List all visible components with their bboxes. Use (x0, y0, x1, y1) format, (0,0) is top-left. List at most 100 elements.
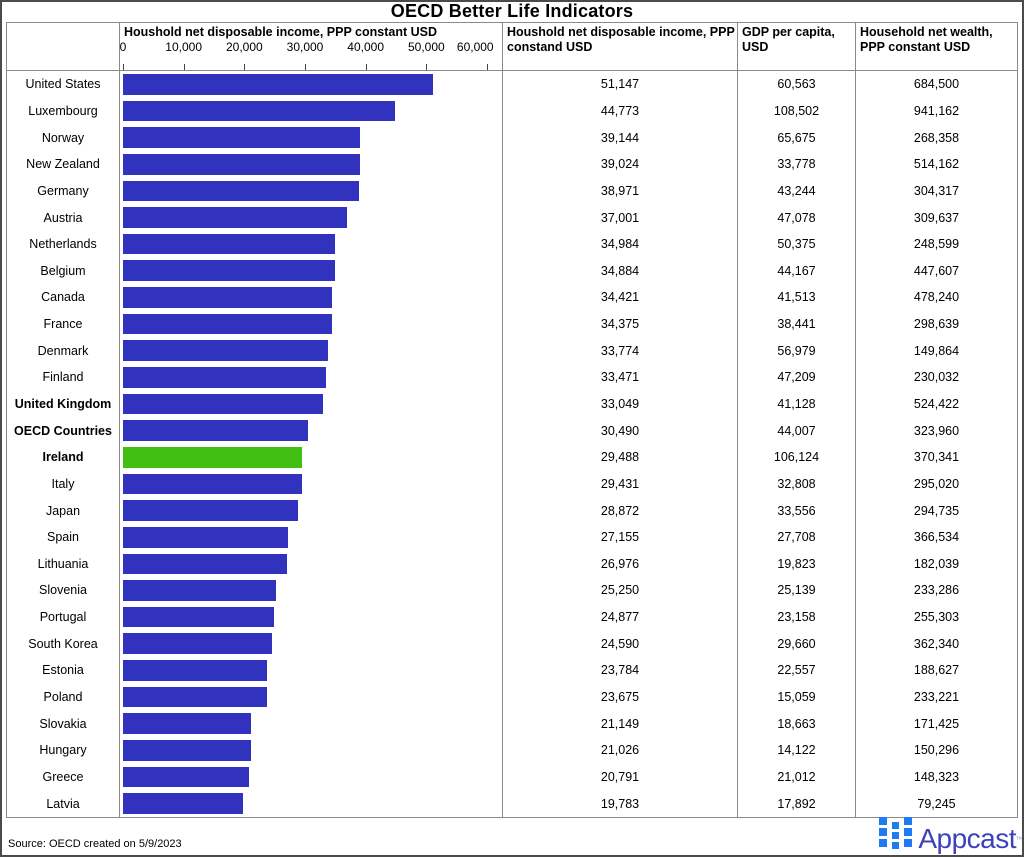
gdp-value: 60,563 (738, 71, 856, 98)
gdp-value: 106,124 (738, 443, 856, 471)
income-bar[interactable] (123, 74, 433, 95)
table-row: New Zealand 39,024 33,778 514,162 (7, 150, 1017, 178)
income-value: 51,147 (503, 71, 738, 98)
wealth-value: 268,358 (913, 130, 960, 145)
income-bar[interactable] (123, 340, 328, 362)
gdp-value: 56,979 (738, 337, 856, 365)
col-header-country (7, 23, 120, 70)
gdp-value: 23,158 (738, 603, 856, 631)
income-bar[interactable] (123, 660, 267, 681)
col-header-chart: Houshold net disposable income, PPP cons… (120, 23, 503, 70)
country-label: Canada (41, 290, 85, 305)
wealth-value: 309,637 (913, 210, 960, 225)
income-bar[interactable] (123, 393, 323, 415)
income-bar[interactable] (123, 686, 267, 708)
income-bar[interactable] (123, 500, 298, 521)
axis-tick-mark (244, 64, 246, 70)
table-body: United States 51,147 60,563 684,500 Luxe… (7, 71, 1017, 817)
indicators-table: Houshold net disposable income, PPP cons… (6, 22, 1018, 818)
income-value: 26,976 (503, 550, 738, 578)
income-value: 21,149 (503, 710, 738, 738)
wealth-value: 188,627 (913, 663, 960, 678)
table-row: Denmark 33,774 56,979 149,864 (7, 337, 1017, 365)
income-bar[interactable] (123, 740, 251, 761)
income-value: 29,488 (503, 443, 738, 471)
income-bar[interactable] (123, 446, 302, 468)
income-value: 29,431 (503, 470, 738, 498)
wealth-value: 362,340 (913, 636, 960, 651)
table-row: United Kingdom 33,049 41,128 524,422 (7, 390, 1017, 418)
country-label: United States (25, 77, 101, 92)
axis-tick-mark (365, 64, 367, 70)
income-bar[interactable] (123, 260, 335, 282)
country-label: Latvia (46, 796, 80, 811)
income-value: 19,783 (503, 790, 738, 817)
country-label: United Kingdom (14, 397, 112, 411)
table-row: Ireland 29,488 106,124 370,341 (7, 443, 1017, 471)
table-row: Luxembourg 44,773 108,502 941,162 (7, 97, 1017, 125)
income-bar[interactable] (123, 553, 287, 575)
chart-title: Houshold net disposable income, PPP cons… (124, 25, 438, 39)
income-bar[interactable] (123, 420, 308, 441)
col-header-gdp: GDP per capita, USD (738, 23, 856, 70)
gdp-value: 108,502 (738, 97, 856, 125)
income-bar[interactable] (123, 180, 359, 202)
country-label: Italy (51, 476, 75, 491)
income-value: 24,877 (503, 603, 738, 631)
income-bar[interactable] (123, 100, 395, 122)
wealth-value: 941,162 (913, 103, 960, 118)
country-label: Belgium (40, 263, 86, 278)
income-bar[interactable] (123, 233, 335, 255)
income-bar[interactable] (123, 713, 251, 735)
gdp-value: 38,441 (738, 310, 856, 338)
income-bar[interactable] (123, 367, 326, 388)
table-row: Slovakia 21,149 18,663 171,425 (7, 710, 1017, 738)
income-bar[interactable] (123, 207, 347, 228)
table-row: France 34,375 38,441 298,639 (7, 310, 1017, 338)
income-bar[interactable] (123, 606, 274, 628)
country-label: Estonia (42, 663, 84, 678)
wealth-value: 255,303 (913, 610, 960, 625)
income-bar[interactable] (123, 153, 360, 175)
table-row: Lithuania 26,976 19,823 182,039 (7, 550, 1017, 578)
table-row: Finland 33,471 47,209 230,032 (7, 364, 1017, 391)
table-row: Belgium 34,884 44,167 447,607 (7, 257, 1017, 285)
income-bar[interactable] (123, 580, 276, 601)
gdp-value: 17,892 (738, 790, 856, 817)
gdp-value: 44,167 (738, 257, 856, 285)
gdp-value: 22,557 (738, 657, 856, 684)
axis-tick-label: 40,000 (347, 40, 385, 54)
income-bar[interactable] (123, 633, 272, 655)
gdp-value: 27,708 (738, 523, 856, 551)
gdp-value: 65,675 (738, 124, 856, 151)
gdp-value: 15,059 (738, 683, 856, 711)
wealth-value: 684,500 (913, 77, 960, 92)
income-bar[interactable] (123, 127, 360, 148)
table-row: OECD Countries 30,490 44,007 323,960 (7, 417, 1017, 444)
income-bar[interactable] (123, 473, 302, 495)
page-title: OECD Better Life Indicators (390, 1, 634, 21)
wealth-value: 149,864 (913, 343, 960, 358)
income-bar[interactable] (123, 287, 332, 308)
table-row: United States 51,147 60,563 684,500 (7, 71, 1017, 98)
gdp-value: 19,823 (738, 550, 856, 578)
income-bar[interactable] (123, 766, 249, 788)
appcast-logo[interactable]: Appcast ™ (879, 815, 1023, 854)
income-value: 34,884 (503, 257, 738, 285)
wealth-value: 233,221 (913, 690, 960, 705)
income-value: 33,774 (503, 337, 738, 365)
wealth-value: 478,240 (913, 290, 960, 305)
income-bar[interactable] (123, 526, 288, 548)
wealth-value: 370,341 (913, 450, 960, 465)
table-row: Slovenia 25,250 25,139 233,286 (7, 577, 1017, 604)
axis-tick-label: 0 (119, 40, 127, 54)
income-value: 33,049 (503, 390, 738, 418)
income-bar[interactable] (123, 313, 332, 335)
table-row: Norway 39,144 65,675 268,358 (7, 124, 1017, 151)
country-label: Finland (42, 370, 84, 385)
income-bar[interactable] (123, 793, 243, 814)
axis-tick-label: 50,000 (407, 40, 445, 54)
income-value: 44,773 (503, 97, 738, 125)
income-value: 27,155 (503, 523, 738, 551)
country-label: Lithuania (37, 556, 89, 571)
